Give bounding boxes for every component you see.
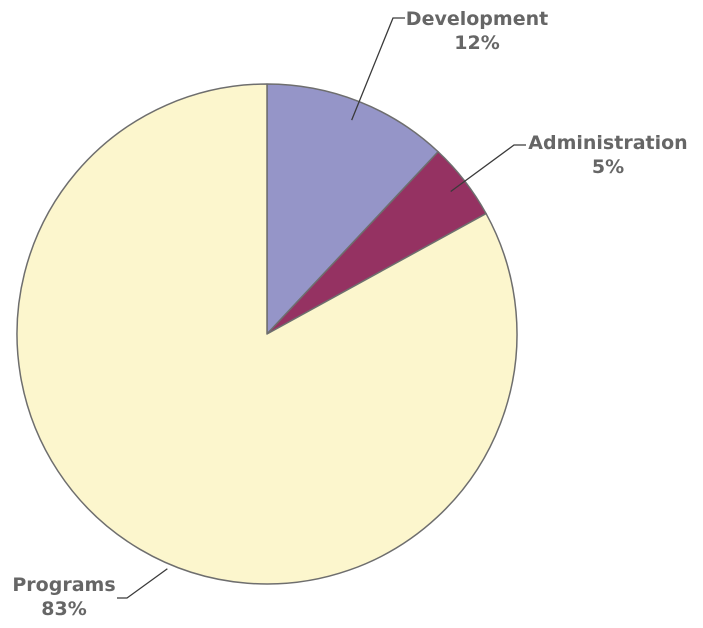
- leader-line-programs: [117, 568, 168, 599]
- slice-label-programs: Programs: [12, 574, 115, 596]
- slices-layer: [16, 83, 518, 585]
- leader-line-development: [351, 17, 405, 121]
- leader-line-administration: [450, 144, 526, 193]
- leader-lines-layer: [117, 17, 526, 599]
- slice-value-development: 12%: [454, 32, 499, 54]
- slice-value-administration: 5%: [592, 156, 624, 178]
- slice-label-administration: Administration: [528, 132, 687, 154]
- slice-value-programs: 83%: [41, 598, 86, 620]
- pie-slice-programs: [16, 83, 518, 585]
- slice-label-development: Development: [406, 8, 548, 30]
